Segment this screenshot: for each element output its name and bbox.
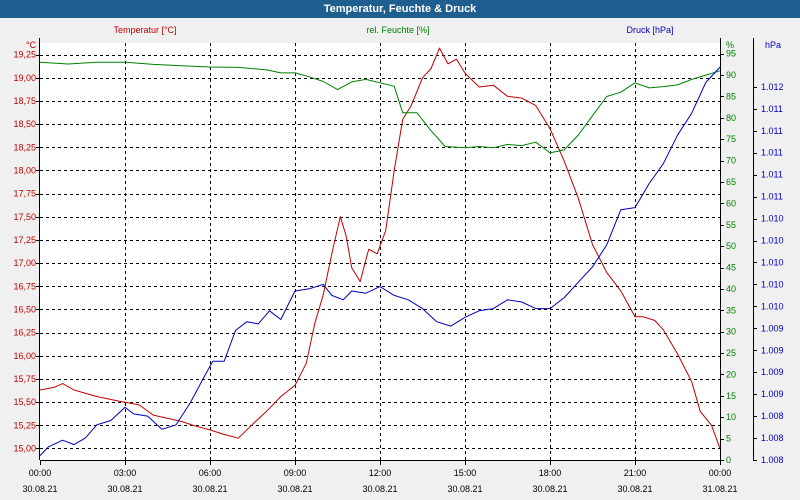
temperature-tick-label: 18,00	[13, 165, 36, 175]
humidity-tick-label: 95	[726, 49, 736, 59]
time-tick-label: 12:00	[369, 468, 392, 478]
temperature-tick-label: 15,00	[13, 443, 36, 453]
time-tick-label: 18:00	[539, 468, 562, 478]
temperature-tick-label: 18,50	[13, 119, 36, 129]
pressure-line	[39, 66, 721, 456]
time-tick-label: 00:00	[29, 468, 52, 478]
humidity-tick-label: 40	[726, 284, 736, 294]
time-tick-label: 09:00	[284, 468, 307, 478]
humidity-tick-label: 90	[726, 70, 736, 80]
humidity-line	[39, 61, 721, 154]
date-tick-label: 30.08.21	[277, 484, 312, 494]
pressure-tick-label: 1.009	[761, 367, 784, 377]
pressure-tick-label: 1.008	[761, 455, 784, 465]
temperature-tick-label: 16,75	[13, 281, 36, 291]
temperature-tick-label: 17,50	[13, 212, 36, 222]
humidity-tick-label: 80	[726, 113, 736, 123]
chart-title: Temperatur, Feuchte & Druck	[0, 0, 800, 18]
time-tick-label: 03:00	[114, 468, 137, 478]
date-tick-label: 30.08.21	[532, 484, 567, 494]
temperature-tick-label: 16,50	[13, 304, 36, 314]
temperature-unit-label: °C	[26, 40, 37, 50]
pressure-unit-label: hPa	[765, 40, 781, 50]
humidity-tick-label: 55	[726, 220, 736, 230]
time-tick-label: 21:00	[624, 468, 647, 478]
pressure-tick-label: 1.011	[761, 148, 783, 158]
pressure-tick-label: 1.009	[761, 323, 784, 333]
pressure-tick-label: 1.012	[761, 82, 784, 92]
temperature-tick-label: 18,25	[13, 142, 36, 152]
humidity-tick-label: 30	[726, 327, 736, 337]
temperature-tick-label: 18,75	[13, 96, 36, 106]
temperature-tick-label: 15,25	[13, 420, 36, 430]
humidity-tick-label: 25	[726, 348, 736, 358]
pressure-tick-label: 1.010	[761, 257, 784, 267]
date-tick-label: 30.08.21	[107, 484, 142, 494]
legend-pressure: Druck [hPa]	[626, 25, 673, 35]
humidity-tick-label: 60	[726, 198, 736, 208]
temperature-tick-label: 16,00	[13, 351, 36, 361]
humidity-tick-label: 50	[726, 241, 736, 251]
legend-humidity: rel. Feuchte [%]	[366, 25, 429, 35]
time-tick-label: 00:00	[709, 468, 732, 478]
temperature-tick-label: 19,00	[13, 73, 36, 83]
temperature-tick-label: 17,75	[13, 189, 36, 199]
pressure-tick-label: 1.008	[761, 411, 784, 421]
plot-area	[40, 43, 720, 460]
pressure-tick-label: 1.008	[761, 433, 784, 443]
pressure-tick-label: 1.009	[761, 345, 784, 355]
humidity-tick-label: 20	[726, 369, 736, 379]
date-tick-label: 30.08.21	[192, 484, 227, 494]
pressure-tick-label: 1.011	[761, 192, 783, 202]
humidity-tick-label: 75	[726, 134, 736, 144]
pressure-tick-label: 1.010	[761, 236, 784, 246]
date-tick-label: 30.08.21	[22, 484, 57, 494]
pressure-tick-label: 1.010	[761, 214, 784, 224]
humidity-unit-label: %	[726, 40, 734, 50]
humidity-tick-label: 10	[726, 412, 736, 422]
temperature-tick-label: 19,25	[13, 50, 36, 60]
humidity-tick-label: 0	[726, 455, 731, 465]
pressure-tick-label: 1.011	[761, 170, 783, 180]
humidity-tick-label: 85	[726, 91, 736, 101]
date-tick-label: 30.08.21	[447, 484, 482, 494]
temperature-tick-label: 17,00	[13, 258, 36, 268]
temperature-tick-label: 15,50	[13, 397, 36, 407]
legend-temperature: Temperatur [°C]	[113, 25, 176, 35]
pressure-tick-label: 1.009	[761, 389, 784, 399]
humidity-tick-label: 65	[726, 177, 736, 187]
temperature-tick-label: 15,75	[13, 374, 36, 384]
pressure-tick-label: 1.011	[761, 104, 783, 114]
temperature-tick-label: 16,25	[13, 328, 36, 338]
time-tick-label: 06:00	[199, 468, 222, 478]
date-tick-label: 30.08.21	[362, 484, 397, 494]
pressure-tick-label: 1.010	[761, 279, 784, 289]
humidity-tick-label: 15	[726, 391, 736, 401]
humidity-tick-label: 70	[726, 156, 736, 166]
date-tick-label: 31.08.21	[702, 484, 737, 494]
humidity-tick-label: 35	[726, 305, 736, 315]
time-tick-label: 15:00	[454, 468, 477, 478]
temperature-line	[39, 47, 721, 449]
humidity-tick-label: 5	[726, 434, 731, 444]
date-tick-label: 30.08.21	[617, 484, 652, 494]
temperature-tick-label: 17,25	[13, 235, 36, 245]
pressure-tick-label: 1.011	[761, 126, 783, 136]
pressure-tick-label: 1.010	[761, 301, 784, 311]
humidity-tick-label: 45	[726, 263, 736, 273]
